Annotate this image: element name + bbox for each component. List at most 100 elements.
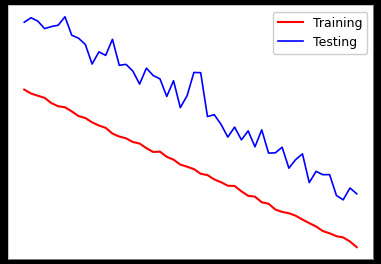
Training — [185, 165, 189, 168]
Testing — [287, 167, 291, 170]
Testing — [69, 34, 74, 37]
Testing — [327, 173, 332, 176]
Training — [131, 140, 135, 144]
Testing — [320, 173, 325, 176]
Testing — [314, 170, 318, 173]
Training — [192, 167, 196, 171]
Training — [287, 212, 291, 215]
Testing — [165, 95, 169, 98]
Testing — [151, 74, 155, 77]
Training — [199, 172, 203, 175]
Testing — [348, 186, 352, 190]
Testing — [199, 71, 203, 74]
Testing — [246, 129, 250, 133]
Testing — [354, 192, 359, 195]
Training — [341, 236, 346, 239]
Testing — [83, 43, 88, 46]
Testing — [63, 15, 67, 18]
Training — [56, 105, 61, 108]
Testing — [334, 194, 339, 197]
Testing — [205, 115, 210, 118]
Training — [144, 147, 149, 150]
Training — [334, 234, 339, 238]
Training — [90, 121, 94, 124]
Testing — [253, 145, 257, 148]
Testing — [239, 138, 244, 142]
Testing — [131, 69, 135, 73]
Training — [158, 150, 162, 153]
Testing — [232, 125, 237, 129]
Training — [300, 218, 305, 221]
Training — [314, 225, 318, 228]
Testing — [171, 79, 176, 82]
Training — [178, 163, 182, 166]
Training — [246, 194, 250, 197]
Training — [171, 158, 176, 161]
Training — [165, 155, 169, 158]
Training — [226, 184, 230, 187]
Testing — [97, 50, 101, 54]
Testing — [266, 152, 271, 155]
Testing — [192, 71, 196, 74]
Training — [219, 181, 223, 184]
Testing — [280, 146, 284, 149]
Training — [348, 240, 352, 243]
Training — [29, 92, 33, 95]
Testing — [29, 16, 33, 19]
Training — [307, 221, 312, 225]
Training — [151, 150, 155, 154]
Testing — [76, 37, 81, 40]
Training — [266, 202, 271, 205]
Training — [280, 210, 284, 214]
Testing — [341, 198, 346, 201]
Testing — [300, 152, 305, 155]
Line: Testing: Testing — [24, 17, 357, 200]
Testing — [35, 20, 40, 23]
Legend: Training, Testing: Training, Testing — [273, 12, 367, 54]
Testing — [137, 82, 142, 86]
Training — [124, 137, 128, 140]
Training — [293, 214, 298, 217]
Training — [117, 135, 122, 138]
Training — [259, 201, 264, 204]
Testing — [273, 151, 278, 154]
Training — [320, 229, 325, 233]
Training — [63, 106, 67, 109]
Training — [273, 208, 278, 211]
Testing — [144, 67, 149, 70]
Training — [83, 116, 88, 120]
Training — [35, 94, 40, 97]
Testing — [226, 135, 230, 139]
Testing — [49, 25, 54, 28]
Training — [327, 232, 332, 235]
Testing — [117, 64, 122, 67]
Testing — [56, 24, 61, 27]
Testing — [158, 77, 162, 81]
Testing — [103, 54, 108, 57]
Training — [239, 190, 244, 193]
Training — [22, 88, 27, 91]
Training — [103, 126, 108, 129]
Training — [232, 184, 237, 187]
Testing — [124, 63, 128, 66]
Training — [49, 102, 54, 105]
Training — [69, 110, 74, 113]
Testing — [307, 181, 312, 184]
Testing — [293, 158, 298, 161]
Testing — [185, 94, 189, 97]
Testing — [42, 27, 47, 30]
Testing — [259, 128, 264, 131]
Training — [110, 132, 115, 135]
Training — [205, 173, 210, 177]
Training — [76, 115, 81, 118]
Testing — [178, 106, 182, 109]
Training — [137, 142, 142, 145]
Training — [212, 178, 216, 181]
Testing — [22, 21, 27, 24]
Training — [253, 195, 257, 198]
Testing — [110, 38, 115, 41]
Line: Training: Training — [24, 89, 357, 247]
Training — [42, 96, 47, 100]
Testing — [219, 123, 223, 126]
Testing — [90, 63, 94, 66]
